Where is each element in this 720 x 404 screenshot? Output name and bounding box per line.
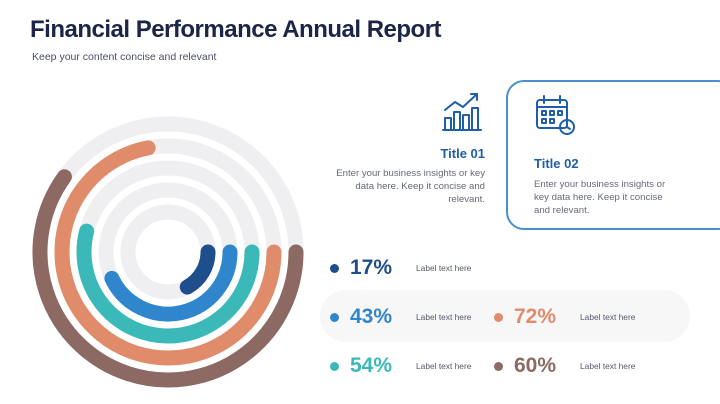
growth-chart-icon [330, 88, 485, 134]
page-subtitle: Keep your content concise and relevant [32, 51, 217, 63]
stat-item: 72% Label text here [494, 305, 635, 329]
stat-value: 60% [514, 354, 557, 377]
stat-value: 54% [350, 354, 393, 377]
stat-label: Label text here [580, 361, 636, 371]
stat-label: Label text here [416, 361, 472, 371]
stat-value: 17% [350, 256, 393, 279]
card-text-02: Enter your business insights or key data… [534, 179, 666, 216]
stats-background-band [320, 290, 690, 342]
stat-item: 60% Label text here [494, 354, 635, 378]
ring-arc-60-pct [32, 169, 304, 388]
stat-label: Label text here [416, 263, 472, 273]
stat-value: 72% [514, 305, 557, 328]
stat-label: Label text here [580, 312, 636, 322]
card-title-02: Title 02 [534, 156, 579, 171]
card-text-01: Enter your business insights or key data… [336, 168, 485, 205]
stat-item: 43% Label text here [330, 305, 471, 329]
stat-item: 54% Label text here [330, 354, 471, 378]
stat-dot [330, 312, 339, 322]
stat-dot [494, 312, 503, 322]
stat-dot [330, 361, 339, 371]
stat-value: 43% [350, 305, 393, 328]
stat-dot [330, 263, 339, 273]
ring-arc-17-pct [179, 244, 216, 295]
stat-dot [494, 361, 503, 371]
calendar-icon [532, 92, 578, 138]
ring-arc-54-pct [76, 223, 260, 344]
page-title: Financial Performance Annual Report [30, 16, 442, 43]
info-card-02: Title 02 Enter your business insights or… [506, 80, 720, 230]
card-title-01: Title 01 [440, 146, 485, 161]
stat-item: 17% Label text here [330, 256, 471, 280]
ring-arc-43-pct [104, 244, 238, 322]
stat-label: Label text here [416, 312, 472, 322]
ring-arc-72-pct [54, 140, 282, 366]
info-card-01: Title 01 Enter your business insights or… [330, 88, 485, 206]
